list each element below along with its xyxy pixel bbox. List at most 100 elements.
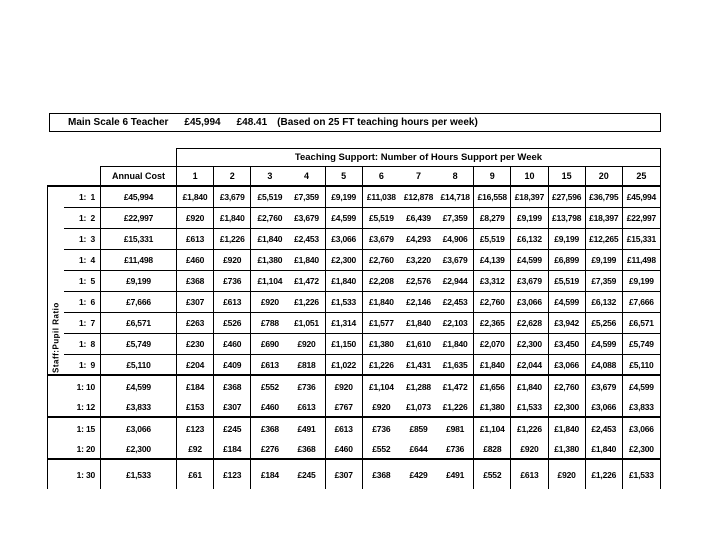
ratio-cell: 1: 6 <box>64 292 101 313</box>
cost-cell: £6,439 <box>399 208 438 229</box>
cost-cell: £184 <box>177 376 215 397</box>
cost-cell: £368 <box>288 439 326 460</box>
ratio-cell: 1: 10 <box>64 376 101 397</box>
annual-cost-cell: £3,833 <box>101 397 177 418</box>
cost-cell: £16,558 <box>474 187 512 208</box>
annual-cost-cell: £9,199 <box>101 271 177 292</box>
cost-cell: £14,718 <box>437 187 475 208</box>
table-row: 1: 15 £3,066 £123 £245 £368 £491 £613 £736 £859 £… <box>48 418 660 439</box>
annual-cost-cell: £6,571 <box>101 313 177 334</box>
cost-cell: £368 <box>372 469 391 480</box>
cost-cell: £1,840 <box>585 439 623 460</box>
cost-cell: £15,331 <box>622 229 660 250</box>
table-row: 1: 8 £5,749 £230 £460 £690 £920 £1,150 £1,380 £1… <box>48 334 660 355</box>
hour-column-header: 7 <box>415 171 421 181</box>
cost-cell: £6,132 <box>511 229 549 250</box>
cost-cell: £491 <box>288 418 326 439</box>
cost-cell: £1,288 <box>406 381 431 392</box>
cost-cell: £4,599 <box>629 381 654 392</box>
cost-cell: £3,450 <box>548 334 586 355</box>
cost-cell: £22,997 <box>622 208 660 229</box>
cost-cell: £123 <box>214 460 252 489</box>
cost-cell: £460 <box>177 250 215 271</box>
table-body: 1: 1 £45,994 £1,840 £3,679 £5,519 £7,359 £9,19… <box>48 187 660 489</box>
cost-cell: £1,840 <box>288 250 326 271</box>
cost-cell: £690 <box>251 334 289 355</box>
cost-cell: £7,359 <box>288 187 326 208</box>
hourly-rate-value: £48.41 <box>236 117 268 128</box>
cost-cell: £3,066 <box>629 423 654 434</box>
cost-cell: £429 <box>409 469 428 480</box>
cost-cell: £2,628 <box>511 313 549 334</box>
annual-cost-cell: £5,749 <box>101 334 177 355</box>
cost-cell: £92 <box>177 439 215 460</box>
cost-cell: £3,679 <box>214 187 252 208</box>
cost-cell: £9,199 <box>622 271 660 292</box>
cost-cell: £1,226 <box>288 292 326 313</box>
cost-cell: £9,199 <box>548 229 586 250</box>
cost-cell: £5,519 <box>251 187 289 208</box>
cost-cell: £1,840 <box>214 208 252 229</box>
cost-cell: £2,760 <box>251 208 289 229</box>
ratio-cell: 1: 9 <box>64 355 101 376</box>
cost-cell: £552 <box>260 381 279 392</box>
cost-cell: £123 <box>177 418 215 439</box>
table-row: 1: 4 £11,498 £460 £920 £1,380 £1,840 £2,300 £2,… <box>48 250 660 271</box>
cost-cell: £2,300 <box>511 334 549 355</box>
cost-cell: £204 <box>177 355 215 376</box>
table-row: 1: 10 £4,599 £184 £368 £552 £736 £920 £1,104 £1,… <box>48 376 660 397</box>
cost-cell: £1,051 <box>288 313 326 334</box>
cost-cell: £2,070 <box>474 334 512 355</box>
cost-cell: £5,519 <box>474 229 512 250</box>
annual-cost-cell: £22,997 <box>101 208 177 229</box>
ratio-cell: 1: 1 <box>64 187 101 208</box>
cost-cell: £4,139 <box>474 250 512 271</box>
cost-cell: £920 <box>362 397 400 418</box>
table-row: 1: 12 £3,833 £153 £307 £460 £613 £767 £920 £1,07… <box>48 397 660 418</box>
cost-cell: £1,472 <box>437 376 475 397</box>
cost-cell: £307 <box>326 460 363 489</box>
cost-cell: £2,453 <box>288 229 326 250</box>
cost-cell: £1,840 <box>549 418 586 439</box>
ratio-axis-spacer <box>48 355 64 376</box>
cost-cell: £818 <box>288 355 326 376</box>
table-row: 1: 7 £6,571 £263 £526 £788 £1,051 £1,314 £1,577… <box>48 313 660 334</box>
teaching-support-header: Teaching Support: Number of Hours Suppor… <box>176 148 661 166</box>
cost-cell: £3,066 <box>548 355 586 376</box>
column-header-row: Annual Cost 1 2 3 4 5 6 7 8 9 10 15 20 25 <box>100 166 661 185</box>
cost-cell: £36,795 <box>585 187 623 208</box>
cost-cell: £2,760 <box>549 376 586 397</box>
cost-cell: £184 <box>260 469 279 480</box>
cost-cell: £3,833 <box>622 397 660 418</box>
cost-cell: £12,265 <box>585 229 623 250</box>
table-row: 1: 9 £5,110 £204 £409 £613 £818 £1,022 £1,226 £1… <box>48 355 660 376</box>
cost-cell: £4,599 <box>325 208 363 229</box>
cost-cell: £12,878 <box>399 187 438 208</box>
cost-cell: £307 <box>214 397 252 418</box>
cost-cell: £736 <box>288 376 326 397</box>
cost-cell: £2,576 <box>399 271 438 292</box>
table-row: 1: 3 £15,331 £613 £1,226 £1,840 £2,453 £3,066 £… <box>48 229 660 250</box>
cost-table: Staff:Pupil Ratio 1: 1 £45,994 £1,840 £3,67… <box>47 185 661 489</box>
cost-cell: £45,994 <box>622 187 660 208</box>
cost-cell: £5,519 <box>362 208 400 229</box>
hour-column-header: 5 <box>326 167 363 185</box>
cost-cell: £613 <box>177 229 215 250</box>
cost-cell: £9,199 <box>511 208 549 229</box>
cost-cell: £4,599 <box>585 334 623 355</box>
cost-cell: £2,300 <box>325 250 363 271</box>
cost-cell: £1,314 <box>325 313 363 334</box>
ratio-cell: 1: 4 <box>64 250 101 271</box>
hour-column-header: 20 <box>586 167 623 185</box>
cost-cell: £1,656 <box>474 376 512 397</box>
cost-cell: £920 <box>549 460 586 489</box>
cost-cell: £1,380 <box>251 250 289 271</box>
cost-cell: £552 <box>474 460 512 489</box>
cost-cell: £1,104 <box>251 271 289 292</box>
cost-cell: £184 <box>214 439 252 460</box>
cost-cell: £2,944 <box>437 271 475 292</box>
cost-cell: £11,038 <box>362 187 400 208</box>
ratio-axis-spacer <box>48 397 64 418</box>
cost-cell: £3,066 <box>325 229 363 250</box>
cost-cell: £9,199 <box>585 250 623 271</box>
